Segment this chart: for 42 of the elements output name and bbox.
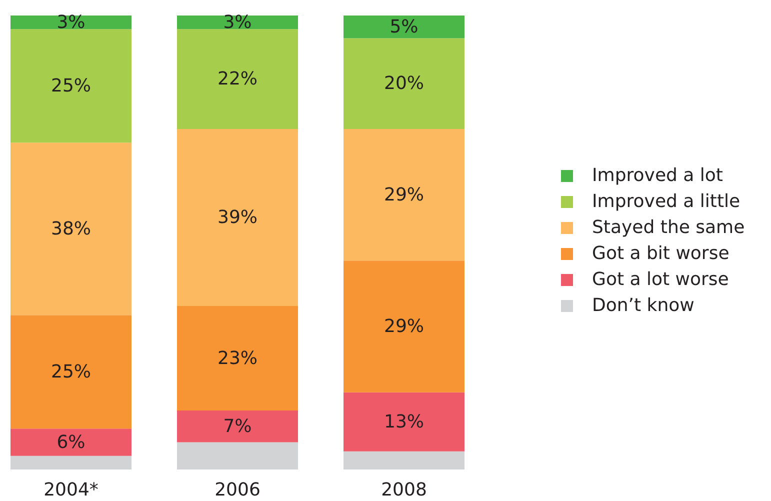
bar (177, 16, 298, 30)
data-label: 29% (384, 316, 424, 337)
bar (344, 392, 464, 452)
data-label: 25% (50, 361, 92, 382)
x-tick-label: 2008 (381, 480, 427, 500)
bar (344, 16, 464, 38)
bar (10, 16, 132, 30)
bar (10, 456, 132, 470)
data-label: 23% (217, 348, 258, 369)
bar (344, 451, 464, 470)
bar (10, 428, 132, 456)
legend-label: Improved a little (592, 190, 740, 212)
data-label: 25% (50, 75, 92, 96)
bar (10, 29, 132, 143)
data-label: 5% (390, 16, 418, 38)
legend-label: Don’t know (592, 294, 694, 316)
data-label: 7% (223, 416, 252, 437)
data-label: 6% (56, 432, 86, 453)
bar (344, 260, 464, 392)
data-label: 13% (384, 411, 424, 432)
legend-label: Stayed the same (592, 216, 745, 238)
bar (177, 306, 298, 410)
data-label: 20% (384, 73, 424, 94)
bar (10, 315, 132, 429)
bar (177, 129, 298, 306)
data-label: 22% (217, 68, 258, 90)
legend-label: Got a bit worse (592, 242, 730, 264)
bar (177, 442, 298, 470)
data-label: 29% (384, 184, 424, 206)
bar (344, 129, 464, 261)
bar (344, 38, 464, 129)
x-tick-label: 2006 (214, 480, 260, 500)
bar (177, 410, 298, 442)
data-label: 39% (217, 207, 258, 228)
data-label: 3% (56, 12, 86, 33)
data-label: 3% (223, 12, 252, 33)
data-label: 38% (50, 218, 92, 240)
bar (177, 29, 298, 129)
legend-label: Got a lot worse (592, 268, 729, 290)
legend-label: Improved a lot (592, 164, 723, 186)
x-tick-label: 2004* (44, 480, 98, 500)
bar (10, 142, 132, 316)
